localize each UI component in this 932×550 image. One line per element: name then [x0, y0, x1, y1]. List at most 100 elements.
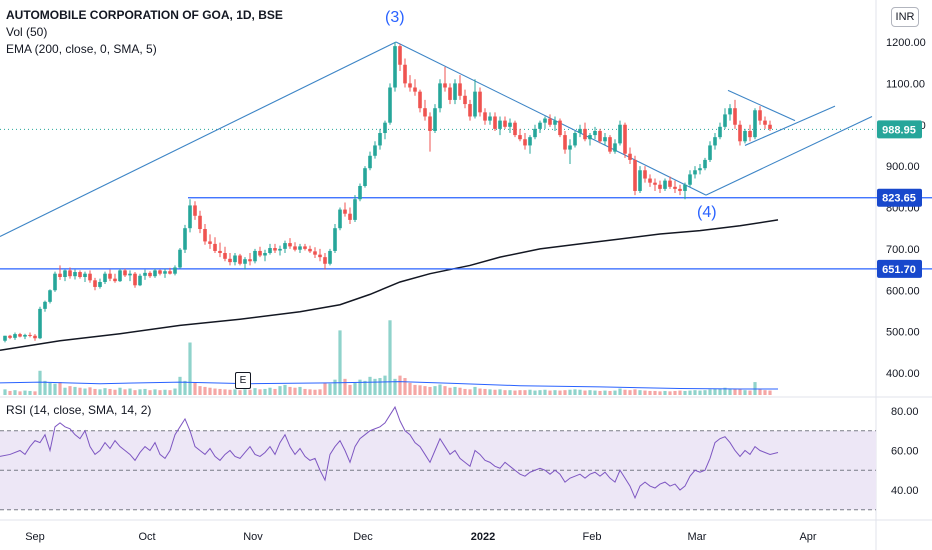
candle-body [103, 273, 107, 282]
candle-body [468, 104, 472, 117]
candle-body [108, 273, 112, 279]
candle-body [658, 184, 662, 189]
volume-sma-line [0, 381, 778, 390]
volume-bar [18, 391, 22, 395]
candle-body [123, 270, 127, 276]
rsi-line-layer [0, 405, 779, 500]
level-price-marker-text: 651.70 [882, 264, 916, 276]
volume-bar [693, 390, 697, 395]
candle-body [133, 273, 137, 286]
candle-body [233, 255, 237, 263]
volume-bar [48, 382, 52, 395]
currency-badge[interactable]: INR [891, 7, 919, 27]
volume-bar [688, 390, 692, 395]
volume-bar [213, 388, 217, 395]
volume-bar [163, 389, 167, 395]
time-tick-label: Mar [688, 531, 707, 543]
earnings-event-marker[interactable]: E [235, 372, 251, 389]
candle-body [663, 180, 667, 189]
volume-bar [658, 391, 662, 395]
candle-body [523, 139, 527, 146]
volume-bar [628, 390, 632, 395]
volume-bar [723, 387, 727, 395]
volume-bar [168, 390, 172, 395]
axes-layer: 1200.001100.001000.00900.00800.00700.006… [25, 37, 926, 543]
candle-body [293, 246, 297, 250]
candle-body [608, 137, 612, 152]
ema-legend[interactable]: EMA (200, close, 0, SMA, 5) [6, 42, 157, 56]
price-tick-label: 500.00 [886, 327, 920, 339]
volume-bar [503, 390, 507, 395]
candle-body [28, 334, 32, 336]
candle-body [98, 281, 102, 287]
volume-bar [83, 388, 87, 395]
symbol-legend[interactable]: AUTOMOBILE CORPORATION OF GOA, 1D, BSE [6, 8, 283, 22]
volume-bar [508, 390, 512, 395]
volume-bar [703, 390, 707, 395]
volume-bar [518, 390, 522, 395]
time-tick-label: Feb [583, 531, 602, 543]
candle-body [568, 145, 572, 150]
volume-bar [553, 390, 557, 395]
volume-bar [393, 378, 397, 395]
candle-body [298, 246, 302, 250]
rsi-tick-label: 40.00 [891, 485, 919, 497]
volume-bar [23, 390, 27, 395]
volume-bar [348, 384, 352, 395]
candle-body [723, 114, 727, 127]
candle-body [308, 248, 312, 252]
volume-bar [768, 390, 772, 395]
volume-bar [538, 390, 542, 395]
candle-body [538, 122, 542, 129]
volume-bar [173, 388, 177, 395]
candle-body [728, 108, 732, 115]
volume-bar [698, 390, 702, 395]
candle-body [313, 251, 317, 255]
volume-bar [158, 390, 162, 395]
price-tick-label: 400.00 [886, 368, 920, 380]
candle-body [153, 270, 157, 277]
level-price-marker-text: 823.65 [882, 193, 916, 205]
volume-bar [208, 387, 212, 395]
volume-bar [38, 370, 42, 395]
candle-body [428, 116, 432, 131]
volume-bar [668, 391, 672, 395]
candle-body [208, 241, 212, 244]
candle-body [753, 110, 757, 138]
volume-bar [433, 386, 437, 395]
volume-bar [248, 389, 252, 395]
candle-body [678, 188, 682, 191]
volume-bar [188, 342, 192, 395]
volume-bar [263, 388, 267, 395]
candle-body [248, 259, 252, 262]
candle-body [228, 258, 232, 263]
volume-bar [728, 388, 732, 395]
candle-body [618, 124, 622, 144]
candle-body [583, 128, 587, 140]
volume-bar [633, 389, 637, 395]
time-tick-label: Nov [243, 531, 263, 543]
candle-body [533, 128, 537, 138]
price-tick-label: 1100.00 [886, 78, 925, 90]
trendline [727, 89, 796, 122]
volume-bar [498, 389, 502, 395]
horizontal-levels-layer[interactable] [0, 128, 932, 270]
time-tick-label: Sep [25, 531, 45, 543]
volume-bar [458, 387, 462, 395]
rsi-legend[interactable]: RSI (14, close, SMA, 14, 2) [6, 403, 152, 417]
volume-bar [638, 390, 642, 395]
candle-body [628, 153, 632, 160]
candle-body [403, 64, 407, 84]
candle-body [698, 168, 702, 171]
candle-body [263, 253, 267, 256]
price-tick-label: 700.00 [886, 244, 920, 256]
candle-body [93, 280, 97, 287]
volume-legend[interactable]: Vol (50) [6, 25, 48, 39]
volume-bar [133, 390, 137, 395]
candle-body [168, 271, 172, 274]
volume-bar [398, 375, 402, 395]
candle-body [653, 182, 657, 185]
candle-body [593, 130, 597, 136]
volume-bar [673, 390, 677, 395]
